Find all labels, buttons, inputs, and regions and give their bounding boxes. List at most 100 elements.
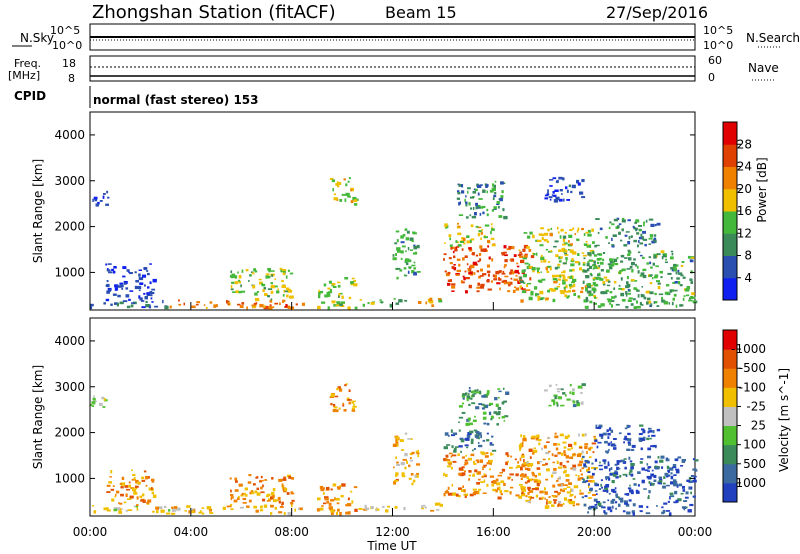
power-data-cell (503, 265, 506, 269)
velocity-data-cell (528, 495, 532, 499)
power-data-cell (195, 303, 199, 306)
velocity-data-cell (503, 420, 506, 422)
velocity-data-cell (278, 478, 283, 482)
velocity-data-cell (610, 500, 615, 504)
power-data-cell (589, 284, 594, 287)
power-data-cell (276, 290, 280, 294)
velocity-data-cell (347, 511, 351, 515)
power-data-cell (470, 224, 474, 228)
power-data-cell (670, 256, 674, 260)
power-data-cell (125, 287, 129, 290)
velocity-data-cell (454, 446, 459, 448)
power-data-cell (634, 288, 639, 291)
freq-tick-top: 18 (62, 57, 76, 70)
power-data-cell (485, 185, 488, 188)
power-data-cell (268, 268, 271, 273)
velocity-data-cell (528, 490, 534, 493)
power-data-cell (544, 197, 549, 200)
velocity-data-cell (201, 507, 205, 509)
velocity-data-cell (545, 502, 548, 505)
velocity-data-cell (342, 402, 345, 405)
velocity-data-cell (477, 471, 481, 475)
velocity-data-cell (626, 511, 631, 515)
power-data-cell (560, 256, 563, 259)
velocity-data-cell (552, 484, 556, 488)
power-data-cell (461, 248, 464, 251)
velocity-data-cell (551, 453, 554, 457)
velocity-data-cell (505, 391, 510, 395)
power-data-cell (551, 194, 554, 196)
velocity-data-cell (665, 458, 670, 462)
power-data-cell (672, 281, 676, 284)
velocity-data-cell (358, 508, 363, 510)
velocity-data-cell (474, 392, 477, 395)
power-data-cell (644, 243, 647, 247)
velocity-data-cell (463, 493, 467, 496)
velocity-data-cell (571, 488, 574, 492)
velocity-data-cell (339, 388, 343, 392)
power-data-cell (681, 261, 685, 263)
velocity-data-cell (520, 477, 523, 480)
power-data-cell (416, 244, 420, 249)
power-data-cell (279, 267, 283, 270)
velocity-data-cell (530, 465, 532, 468)
velocity-data-cell (347, 399, 352, 401)
velocity-data-cell (242, 502, 247, 504)
power-data-cell (537, 293, 540, 296)
velocity-data-cell (326, 501, 330, 504)
power-data-cell (621, 299, 626, 302)
velocity-data-cell (587, 511, 590, 514)
velocity-data-cell (229, 477, 232, 480)
velocity-data-cell (694, 469, 698, 472)
power-data-cell (404, 259, 408, 264)
velocity-data-cell (623, 458, 627, 460)
velocity-data-cell (396, 464, 400, 466)
velocity-data-cell (659, 478, 663, 482)
power-data-cell (400, 241, 405, 244)
velocity-data-cell (230, 496, 234, 499)
velocity-data-cell (580, 473, 583, 476)
power-data-cell (594, 283, 599, 287)
velocity-data-cell (262, 498, 266, 502)
power-data-cell (106, 280, 109, 283)
power-data-cell (662, 254, 667, 258)
velocity-data-cell (674, 458, 679, 462)
velocity-data-cell (135, 505, 139, 508)
power-data-cell (556, 274, 560, 278)
velocity-data-cell (160, 509, 165, 513)
velocity-data-cell (644, 469, 649, 472)
velocity-data-cell (533, 478, 538, 481)
velocity-data-cell (348, 389, 351, 392)
velocity-data-cell (616, 462, 620, 465)
velocity-data-cell (614, 444, 617, 447)
power-data-cell (690, 259, 694, 263)
velocity-data-cell (443, 446, 448, 450)
velocity-y-axis-label: Slant Range [km] (31, 365, 45, 469)
power-data-cell (626, 276, 629, 280)
power-data-cell (577, 182, 581, 186)
velocity-y-tick-label: 3000 (54, 380, 85, 394)
velocity-data-cell (660, 455, 665, 459)
power-data-cell (554, 189, 559, 192)
nsearch-tick-bottom: 10^0 (703, 39, 733, 52)
power-data-cell (503, 245, 507, 249)
power-data-cell (350, 200, 354, 203)
velocity-data-cell (618, 496, 620, 500)
power-data-cell (490, 280, 493, 283)
velocity-data-cell (533, 449, 538, 453)
power-data-cell (162, 299, 164, 304)
power-data-cell (546, 265, 552, 268)
velocity-data-cell (650, 473, 655, 477)
power-data-cell (636, 289, 640, 292)
velocity-data-cell (532, 452, 535, 455)
velocity-data-cell (443, 458, 446, 461)
power-data-cell (595, 218, 600, 220)
velocity-data-cell (545, 478, 549, 481)
power-data-cell (92, 198, 94, 202)
power-data-cell (120, 284, 124, 288)
velocity-data-cell (522, 475, 527, 478)
velocity-data-cell (448, 462, 452, 465)
velocity-data-cell (133, 477, 136, 480)
